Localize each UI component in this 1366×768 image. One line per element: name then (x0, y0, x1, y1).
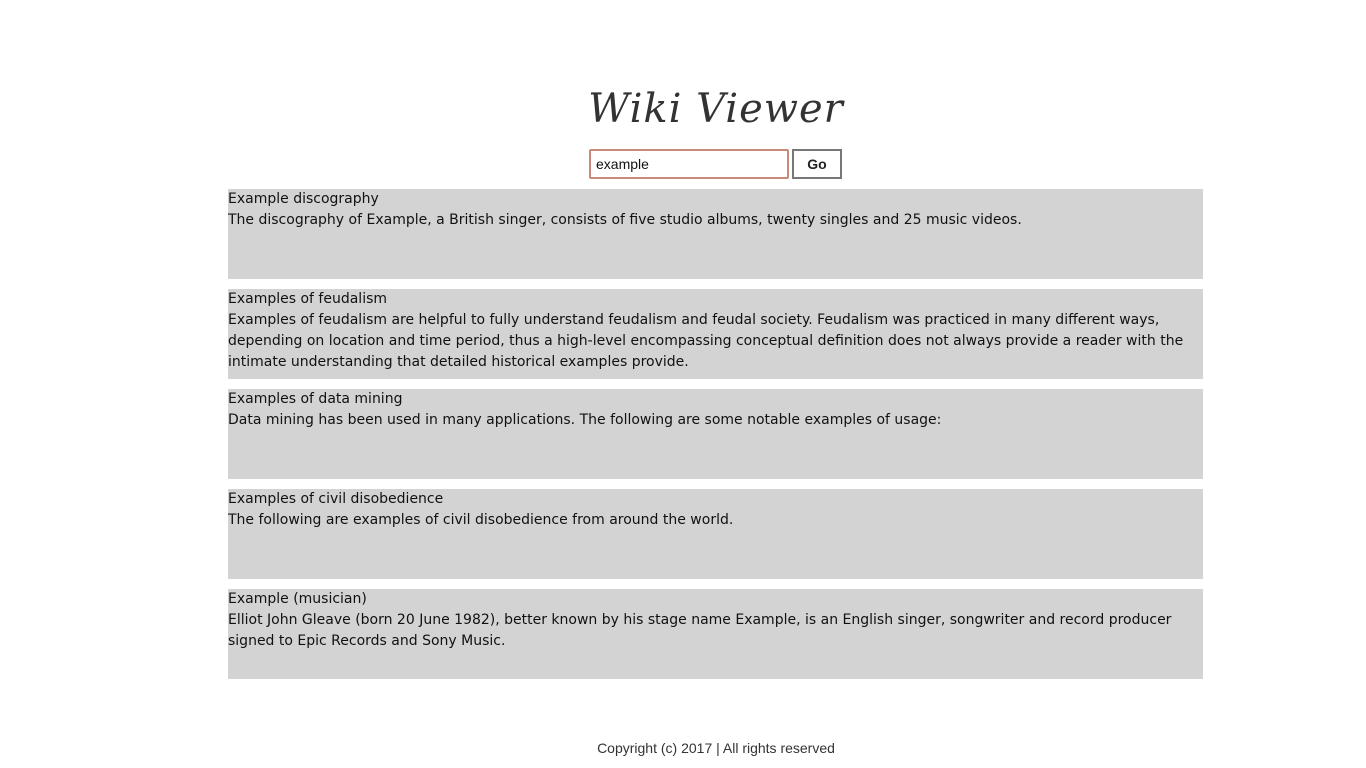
results-list: Example discography The discography of E… (228, 189, 1203, 689)
result-title: Example (musician) (228, 591, 367, 607)
result-title: Examples of civil disobedience (228, 491, 444, 507)
search-bar: Go (589, 149, 842, 179)
search-input[interactable] (589, 149, 789, 179)
result-item[interactable]: Examples of data mining Data mining has … (228, 389, 1203, 479)
result-title: Examples of feudalism (228, 291, 388, 307)
result-snippet: The following are examples of civil diso… (228, 512, 734, 528)
result-snippet: Data mining has been used in many applic… (228, 412, 942, 428)
result-title: Example discography (228, 191, 379, 207)
result-item[interactable]: Examples of feudalism Examples of feudal… (228, 289, 1203, 379)
result-title: Examples of data mining (228, 391, 403, 407)
result-snippet: Elliot John Gleave (born 20 June 1982), … (228, 612, 1172, 649)
footer-copyright: Copyright (c) 2017 | All rights reserved (597, 740, 835, 756)
page-title: Wiki Viewer (588, 86, 844, 132)
result-item[interactable]: Examples of civil disobedience The follo… (228, 489, 1203, 579)
result-snippet: The discography of Example, a British si… (228, 212, 1022, 228)
result-snippet: Examples of feudalism are helpful to ful… (228, 312, 1184, 370)
result-item[interactable]: Example (musician) Elliot John Gleave (b… (228, 589, 1203, 679)
go-button[interactable]: Go (792, 149, 842, 179)
result-item[interactable]: Example discography The discography of E… (228, 189, 1203, 279)
